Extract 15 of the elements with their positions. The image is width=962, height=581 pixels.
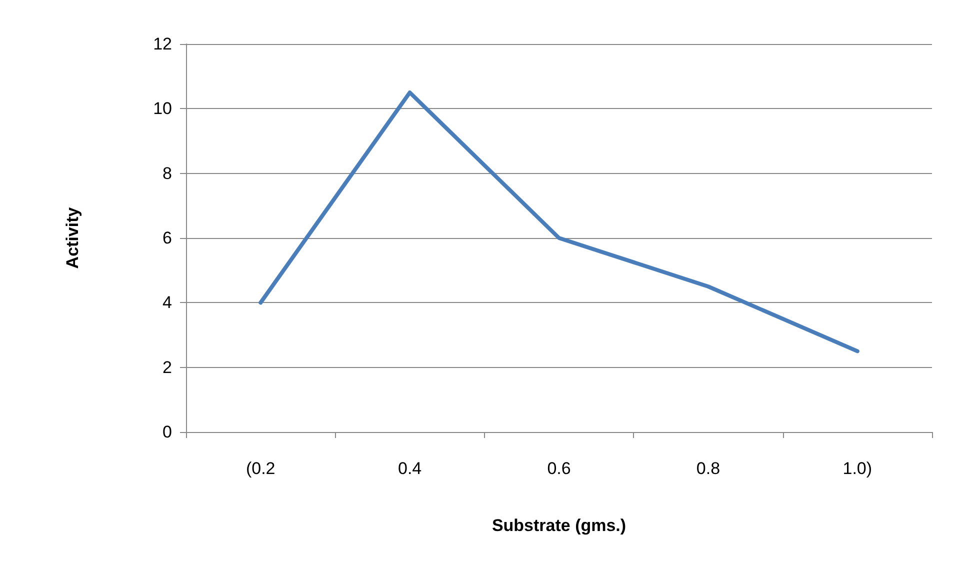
x-tick-label: 1.0) <box>842 459 872 478</box>
x-tick-label: 0.8 <box>696 459 720 478</box>
line-series <box>258 90 860 354</box>
y-tick-label: 12 <box>153 34 172 54</box>
y-tick-label: 6 <box>162 228 172 248</box>
x-tick-label: 0.4 <box>398 459 422 478</box>
y-tick-label: 2 <box>162 358 172 377</box>
y-tick-label: 0 <box>162 422 172 442</box>
y-tick-label: 4 <box>162 293 172 312</box>
x-tick-label: 0.6 <box>547 459 571 478</box>
y-tick-label: 8 <box>162 164 172 183</box>
y-axis-title: Activity <box>63 206 82 269</box>
x-tick-label: (0.2 <box>246 459 276 478</box>
y-tick-label: 10 <box>153 99 172 118</box>
x-axis-title: Substrate (gms.) <box>492 516 626 535</box>
